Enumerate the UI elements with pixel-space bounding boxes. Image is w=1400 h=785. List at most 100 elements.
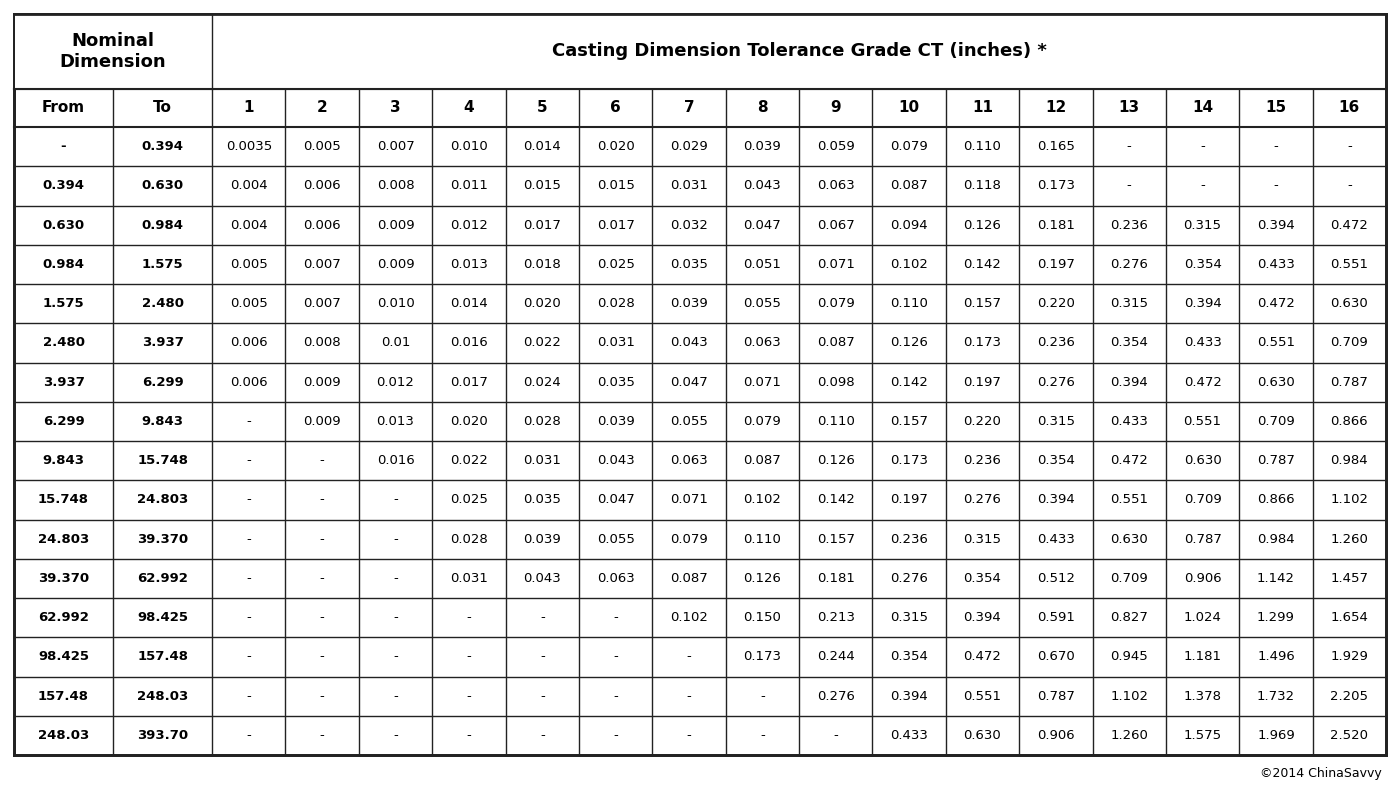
Text: 0.181: 0.181 xyxy=(1037,219,1075,232)
Text: 5: 5 xyxy=(538,100,547,115)
Text: 0.012: 0.012 xyxy=(449,219,487,232)
Text: 0.0035: 0.0035 xyxy=(225,141,272,153)
Text: 39.370: 39.370 xyxy=(137,533,188,546)
Text: 1.260: 1.260 xyxy=(1330,533,1368,546)
Text: 0.005: 0.005 xyxy=(304,141,342,153)
Text: From: From xyxy=(42,100,85,115)
Text: 2: 2 xyxy=(316,100,328,115)
Text: 0.181: 0.181 xyxy=(816,572,854,585)
Text: 2.480: 2.480 xyxy=(141,298,183,310)
Text: 0.315: 0.315 xyxy=(890,612,928,624)
Text: 4: 4 xyxy=(463,100,475,115)
Text: 0.236: 0.236 xyxy=(1037,337,1075,349)
Text: 0.055: 0.055 xyxy=(743,298,781,310)
Text: 0.014: 0.014 xyxy=(524,141,561,153)
Text: 0.630: 0.630 xyxy=(1257,376,1295,389)
Text: 0.028: 0.028 xyxy=(449,533,487,546)
Text: 0.028: 0.028 xyxy=(524,415,561,428)
Text: 1.378: 1.378 xyxy=(1183,690,1222,703)
Text: -: - xyxy=(319,612,325,624)
Text: 0.011: 0.011 xyxy=(449,180,487,192)
Text: 0.354: 0.354 xyxy=(1037,455,1075,467)
Text: 0.031: 0.031 xyxy=(524,455,561,467)
Text: 0.157: 0.157 xyxy=(963,298,1001,310)
Text: 0.055: 0.055 xyxy=(671,415,708,428)
Text: 0.079: 0.079 xyxy=(671,533,708,546)
Text: 0.059: 0.059 xyxy=(816,141,854,153)
Text: -: - xyxy=(246,651,251,663)
Text: 0.787: 0.787 xyxy=(1037,690,1075,703)
Text: 0.079: 0.079 xyxy=(890,141,928,153)
Text: 2.520: 2.520 xyxy=(1330,729,1368,742)
Text: -: - xyxy=(833,729,839,742)
Text: 15.748: 15.748 xyxy=(38,494,90,506)
Text: 7: 7 xyxy=(683,100,694,115)
Text: -: - xyxy=(393,612,398,624)
Text: -: - xyxy=(613,729,617,742)
Text: 0.047: 0.047 xyxy=(596,494,634,506)
Text: -: - xyxy=(1200,180,1205,192)
Text: 0.354: 0.354 xyxy=(1183,258,1222,271)
Text: 0.006: 0.006 xyxy=(230,337,267,349)
Text: 0.433: 0.433 xyxy=(890,729,928,742)
Text: 1.299: 1.299 xyxy=(1257,612,1295,624)
Text: 0.126: 0.126 xyxy=(963,219,1001,232)
Text: 0.276: 0.276 xyxy=(890,572,928,585)
Text: 1: 1 xyxy=(244,100,253,115)
Text: 0.087: 0.087 xyxy=(816,337,854,349)
Text: 0.709: 0.709 xyxy=(1330,337,1368,349)
Text: -: - xyxy=(319,533,325,546)
Text: 0.007: 0.007 xyxy=(377,141,414,153)
Text: 6.299: 6.299 xyxy=(141,376,183,389)
Text: 0.126: 0.126 xyxy=(816,455,854,467)
Text: 0.236: 0.236 xyxy=(963,455,1001,467)
Text: -: - xyxy=(60,141,66,153)
Text: 0.022: 0.022 xyxy=(449,455,487,467)
Text: 0.142: 0.142 xyxy=(816,494,854,506)
Text: 0.035: 0.035 xyxy=(596,376,634,389)
Text: -: - xyxy=(393,494,398,506)
Text: 0.009: 0.009 xyxy=(304,415,342,428)
Text: 0.709: 0.709 xyxy=(1184,494,1221,506)
Text: 0.787: 0.787 xyxy=(1257,455,1295,467)
Text: -: - xyxy=(760,690,764,703)
Text: 0.276: 0.276 xyxy=(963,494,1001,506)
Text: 0.276: 0.276 xyxy=(816,690,854,703)
Text: 0.032: 0.032 xyxy=(671,219,708,232)
Text: 0.118: 0.118 xyxy=(963,180,1001,192)
Text: -: - xyxy=(613,690,617,703)
Text: 0.110: 0.110 xyxy=(743,533,781,546)
Text: 0.126: 0.126 xyxy=(743,572,781,585)
Text: 0.276: 0.276 xyxy=(1037,376,1075,389)
Text: -: - xyxy=(466,612,472,624)
Text: 0.315: 0.315 xyxy=(1037,415,1075,428)
Text: 0.551: 0.551 xyxy=(963,690,1001,703)
Text: 0.047: 0.047 xyxy=(743,219,781,232)
Text: 0.028: 0.028 xyxy=(596,298,634,310)
Text: 0.008: 0.008 xyxy=(304,337,342,349)
Text: 3: 3 xyxy=(391,100,400,115)
Text: 0.197: 0.197 xyxy=(1037,258,1075,271)
Text: 1.575: 1.575 xyxy=(141,258,183,271)
Text: 0.039: 0.039 xyxy=(743,141,781,153)
Text: 0.984: 0.984 xyxy=(141,219,183,232)
Text: 24.803: 24.803 xyxy=(137,494,188,506)
Text: 0.630: 0.630 xyxy=(1330,298,1368,310)
Text: 0.004: 0.004 xyxy=(230,180,267,192)
Text: 0.236: 0.236 xyxy=(1110,219,1148,232)
Text: 16: 16 xyxy=(1338,100,1359,115)
Text: 1.457: 1.457 xyxy=(1330,572,1368,585)
Text: 157.48: 157.48 xyxy=(38,690,90,703)
Text: 0.433: 0.433 xyxy=(1257,258,1295,271)
Text: 1.969: 1.969 xyxy=(1257,729,1295,742)
Text: 0.984: 0.984 xyxy=(42,258,84,271)
Text: 98.425: 98.425 xyxy=(38,651,90,663)
Text: 0.087: 0.087 xyxy=(671,572,708,585)
Text: -: - xyxy=(686,729,692,742)
Text: -: - xyxy=(319,729,325,742)
Text: 2.205: 2.205 xyxy=(1330,690,1368,703)
Text: 0.866: 0.866 xyxy=(1257,494,1295,506)
Text: 3.937: 3.937 xyxy=(42,376,84,389)
Text: 0.433: 0.433 xyxy=(1110,415,1148,428)
Text: -: - xyxy=(246,415,251,428)
